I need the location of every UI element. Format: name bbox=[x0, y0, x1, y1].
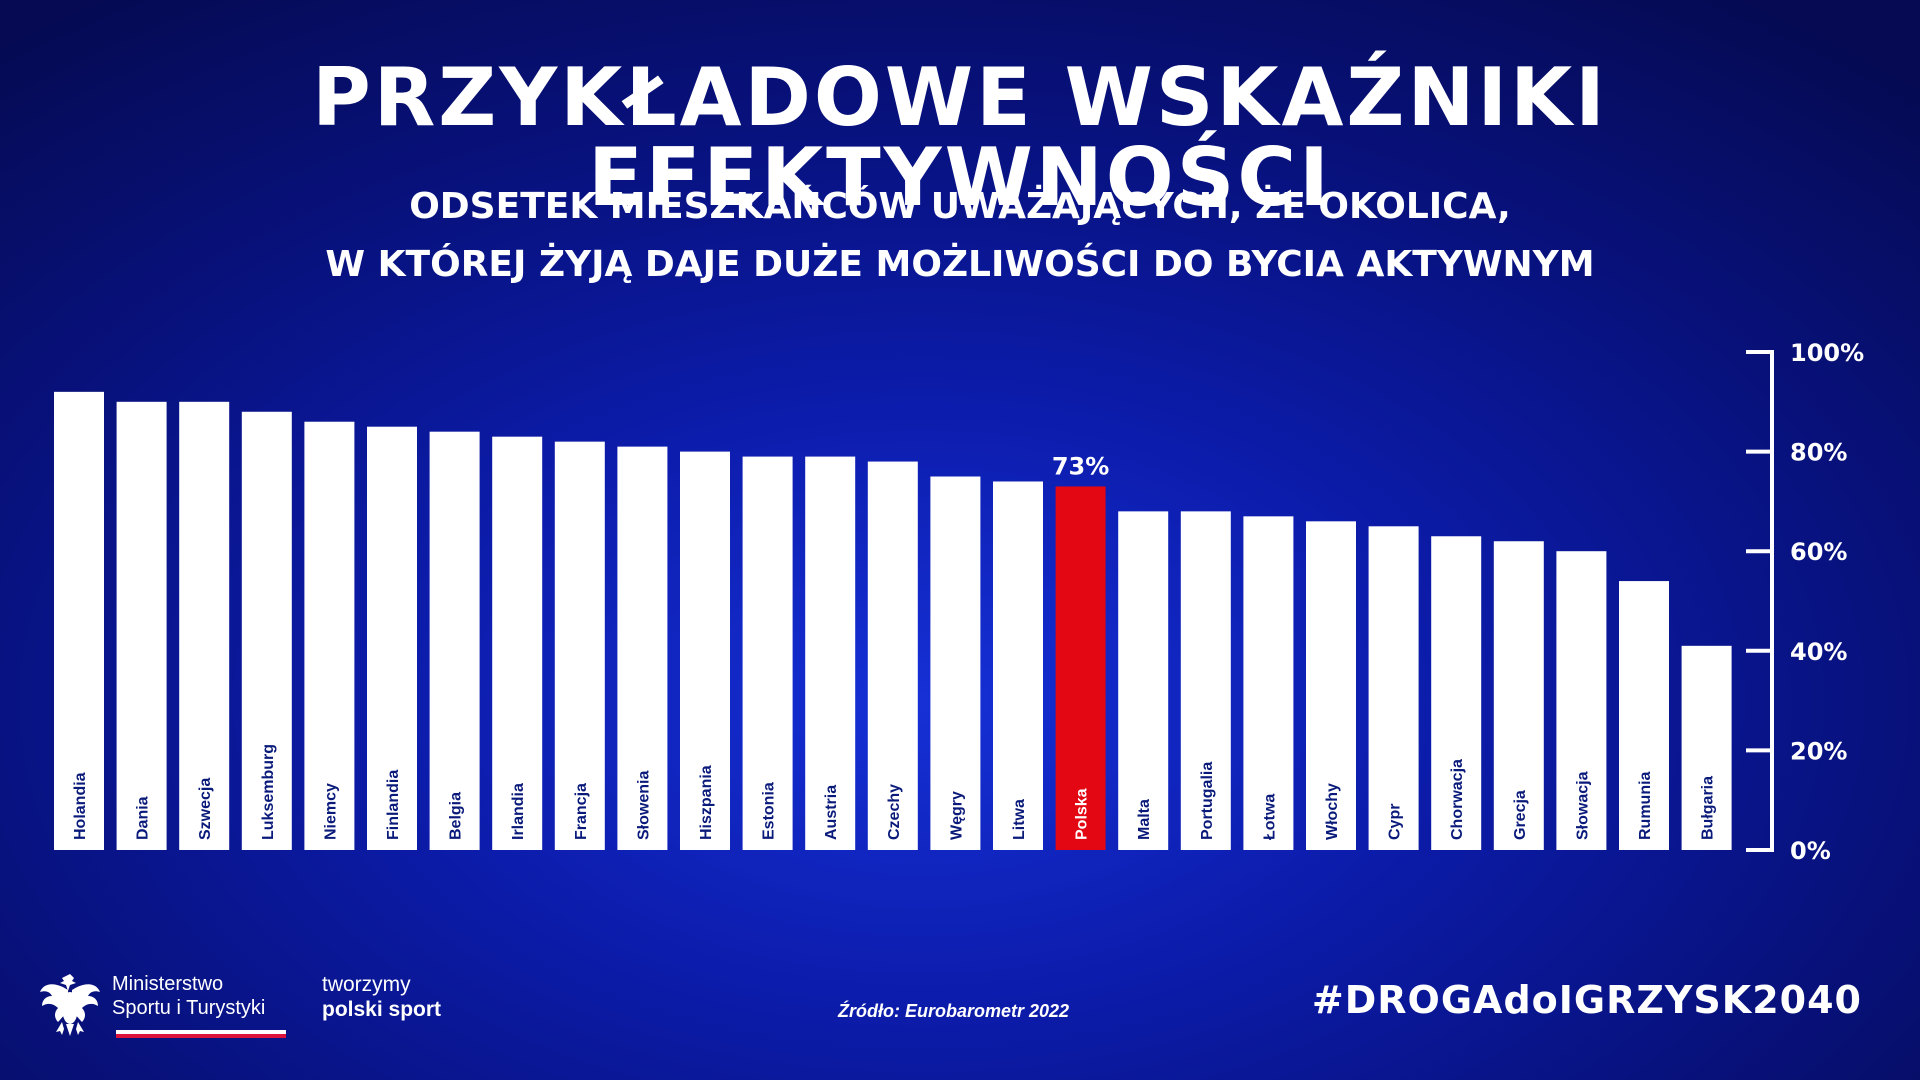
bar-francja bbox=[554, 441, 605, 850]
bar-label-irlandia: Irlandia bbox=[510, 783, 527, 840]
bar-łotwa bbox=[1243, 516, 1294, 850]
ministry-line-2: Sportu i Turystyki bbox=[112, 997, 266, 1019]
y-tick-label-40%: 40% bbox=[1790, 638, 1847, 666]
bar-słowenia bbox=[617, 446, 668, 850]
bar-grecja bbox=[1493, 541, 1544, 850]
campaign-hashtag: #DROGAdoIGRZYSK2040 bbox=[1311, 978, 1862, 1022]
bar-label-francja: Francja bbox=[573, 783, 590, 840]
page-title: PRZYKŁADOWE WSKAŹNIKI EFEKTYWNOŚCI bbox=[312, 51, 1608, 224]
slogan-line-1: tworzymy bbox=[322, 973, 411, 996]
bar-czechy bbox=[867, 461, 918, 850]
y-tick-label-20%: 20% bbox=[1790, 737, 1847, 765]
bar-label-chorwacja: Chorwacja bbox=[1449, 759, 1466, 840]
bar-label-szwecja: Szwecja bbox=[197, 778, 214, 840]
y-tick-label-0%: 0% bbox=[1790, 837, 1831, 865]
bar-szwecja bbox=[179, 401, 230, 850]
bar-label-czechy: Czechy bbox=[886, 784, 903, 840]
bar-hiszpania bbox=[680, 451, 730, 850]
bar-estonia bbox=[742, 456, 793, 850]
bar-włochy bbox=[1306, 521, 1356, 850]
bar-węgry bbox=[930, 476, 981, 850]
bar-holandia bbox=[54, 391, 104, 850]
slogan: tworzymy polski sport bbox=[322, 972, 441, 1022]
data-label-polska: 73% bbox=[1052, 452, 1109, 480]
chart-subtitle: ODSETEK MIESZKAŃCÓW UWAŻAJĄCYCH, ŻE OKOL… bbox=[240, 178, 1680, 293]
bar-label-bułgaria: Bułgaria bbox=[1700, 776, 1717, 840]
bar-label-niemcy: Niemcy bbox=[322, 783, 339, 840]
bar-label-portugalia: Portugalia bbox=[1199, 762, 1216, 840]
bar-słowacja bbox=[1556, 551, 1607, 850]
bar-label-holandia: Holandia bbox=[72, 772, 89, 840]
bar-chart: Holandia Dania Szwecja Luksemburg Niemcy Finl… bbox=[54, 339, 1864, 865]
subtitle-line-1: ODSETEK MIESZKAŃCÓW UWAŻAJĄCYCH, ŻE OKOL… bbox=[409, 186, 1511, 227]
polish-flag-stripe bbox=[116, 1030, 286, 1038]
bar-chorwacja bbox=[1431, 536, 1482, 850]
bar-label-cypr: Cypr bbox=[1387, 804, 1404, 840]
bar-label-austria: Austria bbox=[823, 785, 840, 840]
bar-austria bbox=[805, 456, 856, 850]
subtitle-line-2: W KTÓREJ ŻYJĄ DAJE DUŻE MOŻLIWOŚCI DO BY… bbox=[325, 243, 1595, 285]
bar-niemcy bbox=[304, 421, 355, 850]
bar-portugalia bbox=[1180, 511, 1231, 850]
bar-label-polska: Polska bbox=[1074, 788, 1091, 840]
bar-rumunia bbox=[1619, 581, 1669, 850]
source-note: Źródło: Eurobarometr 2022 bbox=[838, 1001, 1070, 1021]
ministry-line-1: Ministerstwo bbox=[112, 973, 224, 995]
bar-label-węgry: Węgry bbox=[948, 791, 965, 840]
bar-luksemburg bbox=[241, 411, 292, 850]
bar-label-litwa: Litwa bbox=[1011, 799, 1028, 840]
bar-label-belgia: Belgia bbox=[448, 792, 465, 840]
y-tick-label-100%: 100% bbox=[1790, 339, 1864, 367]
bar-label-luksemburg: Luksemburg bbox=[260, 744, 277, 840]
bar-label-grecja: Grecja bbox=[1512, 790, 1529, 840]
ministry-name: Ministerstwo Sportu i Turystyki bbox=[112, 972, 265, 1020]
bar-litwa bbox=[993, 481, 1043, 850]
bar-label-hiszpania: Hiszpania bbox=[698, 765, 715, 840]
bar-irlandia bbox=[492, 436, 543, 850]
bar-dania bbox=[116, 401, 167, 850]
y-tick-label-80%: 80% bbox=[1790, 439, 1847, 467]
bar-label-rumunia: Rumunia bbox=[1637, 771, 1654, 840]
slogan-line-2: polski sport bbox=[322, 998, 442, 1022]
bar-polska bbox=[1055, 486, 1106, 850]
bar-label-dania: Dania bbox=[135, 796, 152, 840]
y-tick-label-60%: 60% bbox=[1790, 538, 1847, 566]
bar-label-włochy: Włochy bbox=[1324, 783, 1341, 840]
bar-label-finlandia: Finlandia bbox=[385, 770, 402, 840]
ministry-logo: Ministerstwo Sportu i Turystyki bbox=[38, 968, 298, 1042]
bar-label-słowacja: Słowacja bbox=[1574, 771, 1591, 840]
bar-cypr bbox=[1368, 526, 1419, 850]
bar-bułgaria bbox=[1681, 645, 1732, 850]
bar-label-łotwa: Łotwa bbox=[1261, 794, 1278, 840]
polish-eagle-emblem-icon bbox=[40, 974, 100, 1036]
bar-malta bbox=[1118, 511, 1169, 850]
bar-label-estonia: Estonia bbox=[761, 782, 778, 840]
bar-belgia bbox=[429, 431, 480, 850]
bar-finlandia bbox=[367, 426, 417, 850]
bar-label-słowenia: Słowenia bbox=[635, 771, 652, 840]
bar-label-malta: Malta bbox=[1136, 799, 1153, 840]
